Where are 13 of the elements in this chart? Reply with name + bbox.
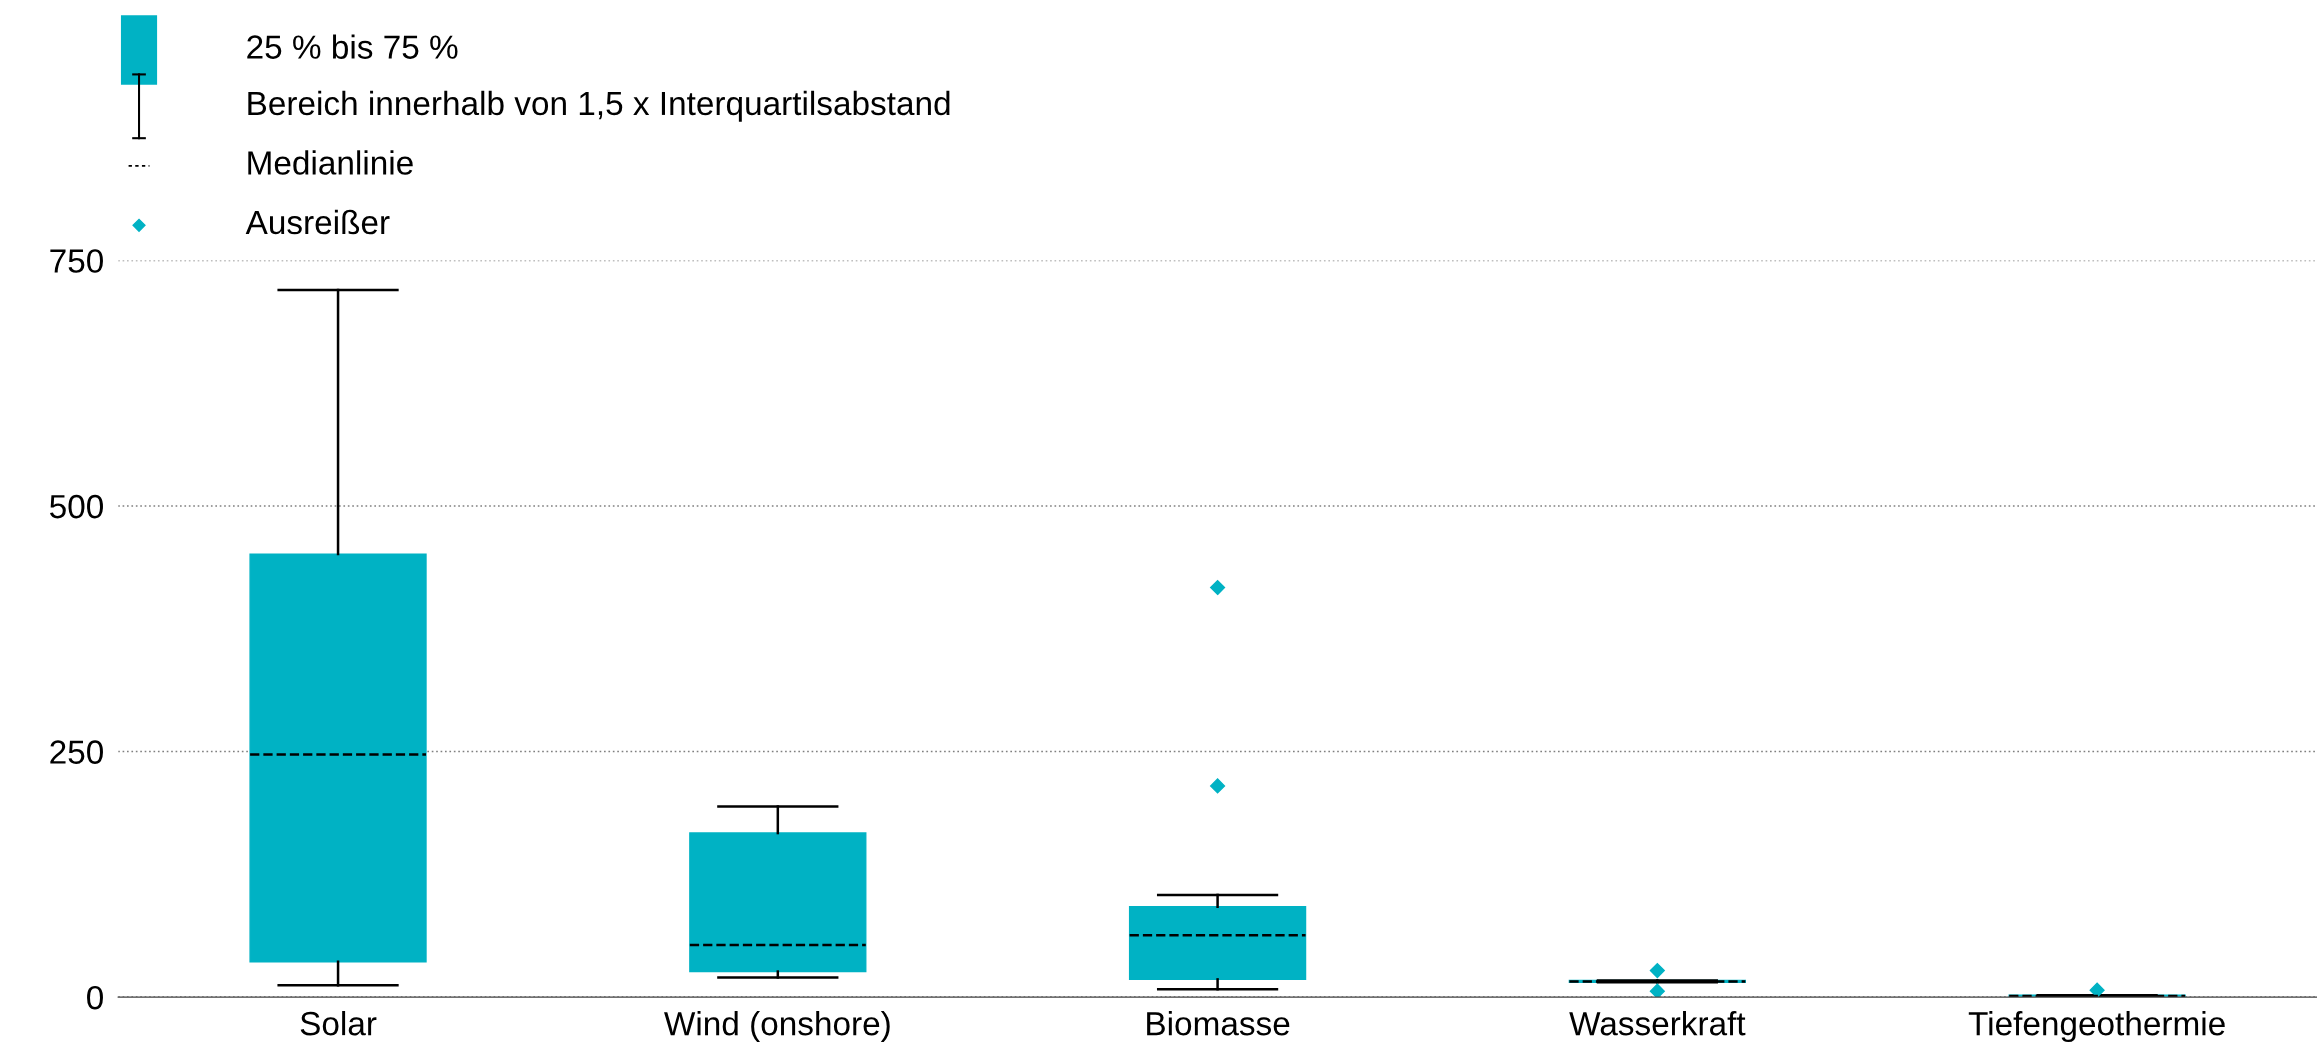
text: 25 % bis 75 % [247,34,458,59]
x-tick-label: Wind (onshore) [664,1010,890,1043]
x-tick-label: Solar [300,1010,377,1036]
y-tick-label: 500 [50,494,103,519]
text: Medianlinie [248,150,413,175]
text: Ausreißer [245,209,390,235]
x-tick-label: Biomasse [1147,1010,1290,1036]
x-tick-label: Wasserkraft [1569,1010,1746,1036]
x-tick-label: Tiefengeothermie [1968,1010,2225,1043]
y-tick-label: 0 [87,985,103,1010]
y-tick-label: 750 [50,249,103,273]
text: Bereich innerhalb von 1,5 x Interquartilsabstand [248,90,950,122]
y-tick-label: 250 [50,740,103,764]
